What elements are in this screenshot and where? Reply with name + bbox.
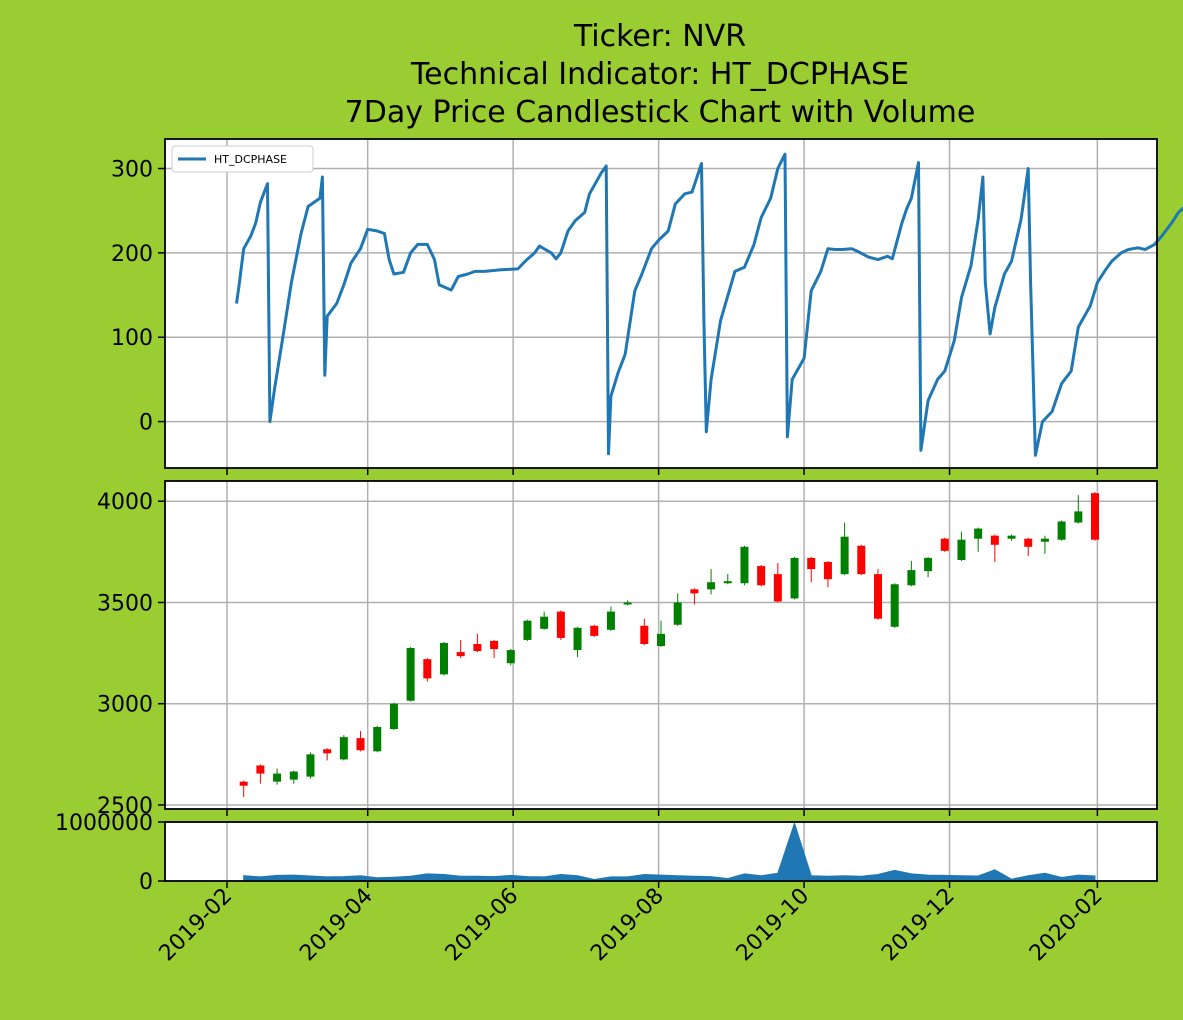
candle-body	[623, 602, 632, 605]
title-line-chart: 7Day Price Candlestick Chart with Volume	[345, 95, 976, 130]
candle-body	[723, 581, 732, 584]
plot-frame	[164, 821, 1158, 882]
candle-body	[473, 643, 482, 652]
candle-body	[490, 640, 499, 650]
candle-body	[657, 633, 665, 647]
candle-body	[773, 574, 782, 602]
title-line-ticker: Ticker: NVR	[573, 19, 746, 54]
y-tick-label: 3000	[97, 693, 153, 718]
candle-body	[573, 627, 582, 651]
candle-body	[1091, 493, 1099, 540]
candle-body	[456, 652, 465, 657]
chart-title: Ticker: NVR Technical Indicator: HT_DCPH…	[345, 19, 976, 130]
candle-body	[890, 584, 899, 627]
x-tick-label: 2019-04	[295, 884, 378, 967]
candle-body	[356, 738, 365, 751]
candle-body	[523, 620, 532, 640]
candle-body	[590, 625, 599, 636]
y-tick-label: 0	[139, 411, 153, 436]
volume-panel: 0 1000000	[55, 811, 1158, 895]
plot-frame	[164, 480, 1158, 810]
candle-body	[239, 781, 248, 786]
x-axis: 2019-02 2019-04 2019-06 2019-08 2019-10 2019-…	[155, 884, 1108, 967]
candle-body	[1057, 521, 1066, 540]
plot-frame	[164, 138, 1158, 469]
candle-body	[556, 611, 565, 638]
candle-body	[957, 539, 966, 560]
candle-body	[1040, 538, 1049, 542]
candle-body	[306, 754, 315, 777]
candle-body	[423, 659, 432, 679]
x-tick-label: 2019-12	[877, 884, 960, 967]
candle-body	[990, 535, 999, 545]
plot-area	[165, 139, 1157, 468]
candle-body	[1007, 535, 1016, 539]
candle-body	[907, 570, 916, 586]
y-tick-label: 0	[139, 870, 153, 895]
candle-body	[940, 538, 949, 551]
title-line-indicator: Technical Indicator: HT_DCPHASE	[410, 57, 909, 92]
candle-body	[506, 650, 515, 664]
candle-body	[339, 737, 348, 760]
candle-body	[840, 536, 849, 575]
candle-body	[273, 773, 282, 782]
y-tick-label: 100	[111, 326, 153, 351]
candle-body	[256, 765, 265, 774]
candle-body	[823, 561, 832, 580]
candle-body	[757, 566, 766, 586]
candle-body	[606, 611, 615, 630]
candle-body	[406, 648, 415, 701]
candle-body	[373, 727, 382, 752]
legend-box	[171, 145, 314, 173]
legend-label: HT_DCPHASE	[214, 153, 287, 166]
candle-body	[790, 557, 799, 599]
indicator-panel: 0 100 200 300 HT_DCPHASE	[111, 138, 1183, 475]
x-tick-label: 2020-02	[1025, 884, 1108, 967]
candle-body	[323, 749, 332, 754]
candle-body	[540, 616, 549, 629]
x-tick-label: 2019-10	[732, 884, 815, 967]
candle-body	[974, 528, 983, 539]
y-tick-label: 1000000	[55, 811, 153, 836]
y-tick-label: 4000	[97, 490, 153, 515]
y-tick-label: 300	[111, 158, 153, 183]
candle-body	[440, 642, 448, 675]
candle-body	[640, 625, 649, 644]
x-tick-label: 2019-08	[586, 884, 669, 967]
candle-body	[740, 546, 749, 584]
candle-body	[1074, 511, 1083, 523]
candle-body	[389, 703, 398, 730]
candle-body	[874, 574, 882, 619]
series-line-ht-dcphase	[235, 152, 1183, 457]
x-tick-label: 2019-02	[155, 884, 238, 967]
price-panel: 2500 3000 3500 4000	[97, 480, 1158, 819]
candle-body	[807, 557, 816, 570]
candle-body	[857, 545, 866, 575]
y-tick-label: 3500	[97, 591, 153, 616]
y-tick-label: 200	[111, 242, 153, 267]
candle-body	[289, 771, 298, 780]
candle-body	[924, 557, 933, 572]
plot-area	[165, 822, 1157, 881]
volume-area	[243, 821, 1096, 882]
candle-body	[1024, 538, 1033, 547]
y-tick-label: 2500	[97, 794, 153, 819]
x-tick-label: 2019-06	[441, 884, 524, 967]
candle-body	[707, 582, 716, 590]
candle-body	[690, 589, 699, 594]
candle-body	[673, 602, 682, 625]
